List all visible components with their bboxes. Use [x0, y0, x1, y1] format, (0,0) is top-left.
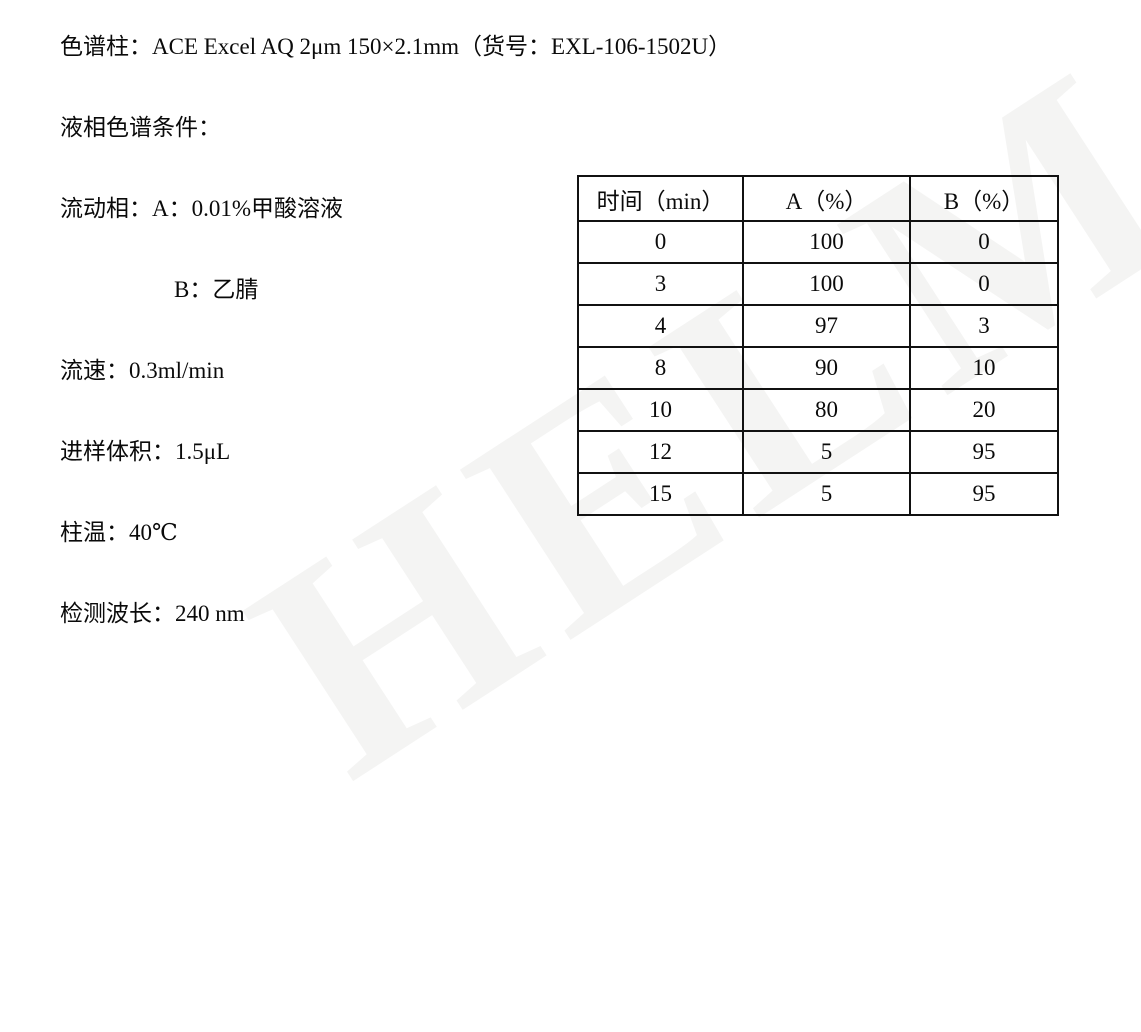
mobile-phase-b-line: B：乙腈 [174, 277, 259, 302]
table-cell: 95 [909, 472, 1059, 516]
flow-rate-line: 流速：0.3ml/min [60, 358, 225, 383]
gradient-table: 时间（min） A（%） B（%） 0 100 0 3 100 0 4 97 3 8 90 10 10 80 2… [577, 175, 1059, 516]
table-row: 4 97 3 [577, 304, 1059, 348]
table-col-header-0: 时间（min） [577, 175, 744, 222]
document-page: { "conditions": { "column_spec": "色谱柱：AC… [60, 0, 1141, 841]
table-cell: 0 [909, 262, 1059, 306]
table-row: 3 100 0 [577, 262, 1059, 306]
mobile-phase-a-line: 流动相：A：0.01%甲酸溶液 [60, 196, 344, 221]
table-cell: 97 [742, 304, 911, 348]
table-cell: 0 [577, 220, 744, 264]
table-row: 10 80 20 [577, 388, 1059, 432]
table-col-header-1: A（%） [742, 175, 911, 222]
table-row: 15 5 95 [577, 472, 1059, 516]
table-col-header-2: B（%） [909, 175, 1059, 222]
table-cell: 0 [909, 220, 1059, 264]
table-cell: 80 [742, 388, 911, 432]
method-conditions: 色谱柱：ACE Excel AQ 2μm 150×2.1mm（货号：EXL-10… [60, 0, 731, 631]
column-temperature-line: 柱温：40℃ [60, 520, 178, 545]
table-cell: 4 [577, 304, 744, 348]
table-cell: 12 [577, 430, 744, 474]
table-cell: 90 [742, 346, 911, 390]
table-row: 8 90 10 [577, 346, 1059, 390]
detection-wavelength-line: 检测波长：240 nm [60, 601, 245, 626]
injection-volume-line: 进样体积：1.5μL [60, 439, 231, 464]
table-header-row: 时间（min） A（%） B（%） [577, 175, 1059, 222]
table-row: 0 100 0 [577, 220, 1059, 264]
table-cell: 8 [577, 346, 744, 390]
table-cell: 3 [909, 304, 1059, 348]
table-cell: 5 [742, 472, 911, 516]
table-cell: 100 [742, 220, 911, 264]
table-row: 12 5 95 [577, 430, 1059, 474]
table-cell: 5 [742, 430, 911, 474]
table-cell: 20 [909, 388, 1059, 432]
table-cell: 3 [577, 262, 744, 306]
table-cell: 95 [909, 430, 1059, 474]
table-cell: 15 [577, 472, 744, 516]
table-cell: 100 [742, 262, 911, 306]
table-cell: 10 [577, 388, 744, 432]
column-spec-line: 色谱柱：ACE Excel AQ 2μm 150×2.1mm（货号：EXL-10… [60, 34, 732, 59]
table-cell: 10 [909, 346, 1059, 390]
lc-conditions-title: 液相色谱条件： [60, 115, 221, 140]
